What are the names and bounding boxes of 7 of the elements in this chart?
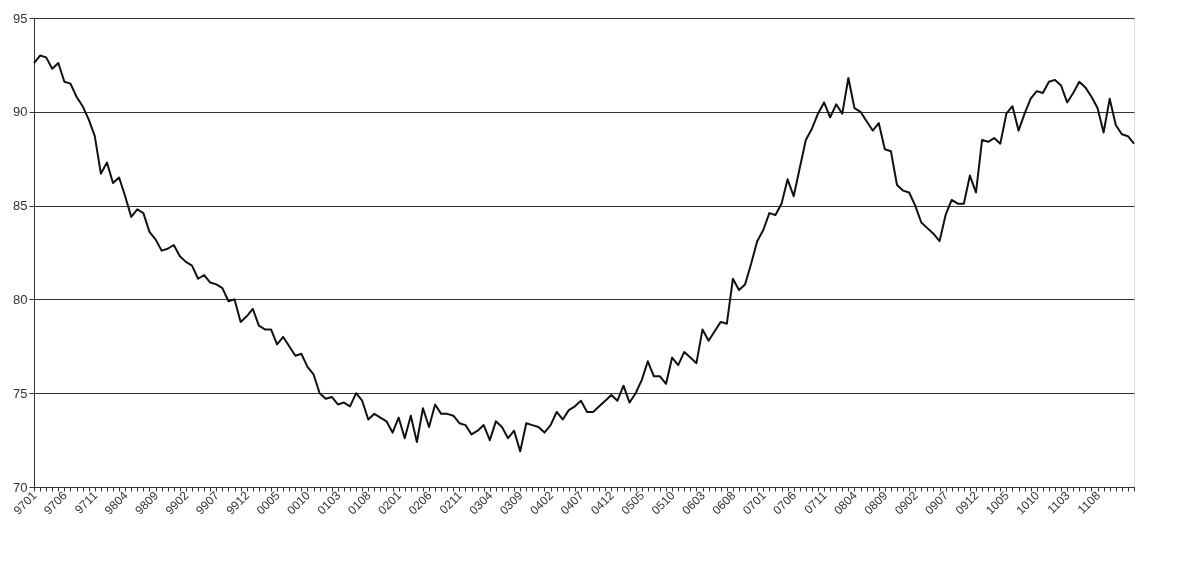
y-tick-label: 80: [13, 291, 28, 307]
y-tick-label: 75: [13, 385, 28, 401]
y-tick-label: 70: [13, 479, 28, 495]
line-series: [33, 54, 1135, 453]
y-tick-label: 85: [13, 198, 28, 214]
y-tick-label: 90: [13, 104, 28, 120]
y-tick-label: 95: [13, 10, 28, 26]
